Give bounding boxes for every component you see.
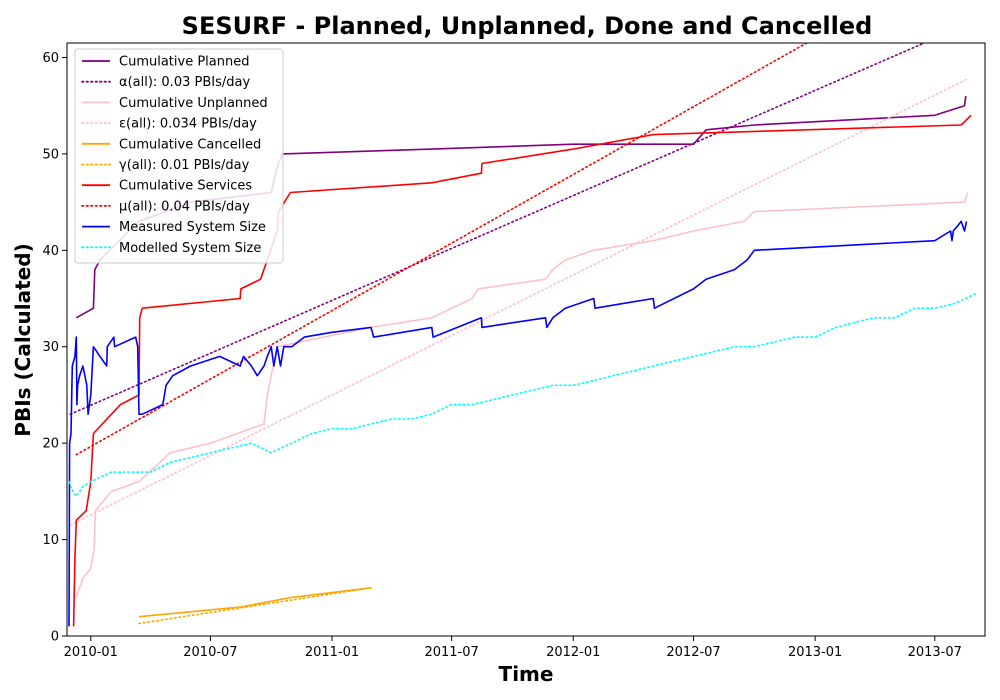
legend-label: Cumulative Services xyxy=(119,179,252,194)
legend-item: Cumulative Unplanned xyxy=(82,96,268,111)
legend-item: Measured System Size xyxy=(82,220,266,235)
legend: Cumulative Planned α(all): 0.03 PBIs/day C… xyxy=(74,48,284,264)
legend-label: Cumulative Unplanned xyxy=(119,96,268,111)
x-axis-label: Time xyxy=(499,662,554,686)
legend-item: Cumulative Services xyxy=(82,179,252,194)
series-line-8 xyxy=(75,43,809,456)
legend-item: α(all): 0.03 PBIs/day xyxy=(81,75,250,90)
legend-label: γ(all): 0.01 PBIs/day xyxy=(119,158,250,173)
legend-label: Cumulative Planned xyxy=(119,55,249,70)
x-axis: 2010-01 2010-07 2011-01 2011-07 2012-01 2012-… xyxy=(64,636,962,660)
x-tick-label: 2011-01 xyxy=(305,645,359,660)
legend-label: Modelled System Size xyxy=(119,241,261,256)
x-tick-label: 2010-01 xyxy=(64,645,118,660)
x-tick-label: 2012-01 xyxy=(546,645,600,660)
y-tick-label: 40 xyxy=(42,244,59,259)
legend-item: μ(all): 0.04 PBIs/day xyxy=(81,199,250,214)
series-line-2 xyxy=(69,43,925,415)
plot-frame xyxy=(66,42,986,637)
legend-item: Cumulative Cancelled xyxy=(82,137,261,152)
legend-item: Modelled System Size xyxy=(81,241,261,256)
x-tick-label: 2013-07 xyxy=(908,645,962,660)
y-axis-label: PBIs (Calculated) xyxy=(11,243,35,436)
y-tick-label: 30 xyxy=(42,340,59,355)
series-line-10 xyxy=(68,292,977,497)
legend-label: Measured System Size xyxy=(119,220,266,235)
series-line-9 xyxy=(68,220,968,627)
x-tick-label: 2011-07 xyxy=(424,645,478,660)
legend-label: Cumulative Cancelled xyxy=(119,137,261,152)
legend-label: ε(all): 0.034 PBIs/day xyxy=(119,117,257,132)
x-tick-label: 2010-07 xyxy=(183,645,237,660)
y-tick-label: 50 xyxy=(42,147,59,162)
legend-item: Cumulative Planned xyxy=(82,55,249,70)
series-layer xyxy=(68,43,977,627)
legend-label: μ(all): 0.04 PBIs/day xyxy=(119,199,250,214)
y-tick-label: 10 xyxy=(42,533,59,548)
series-line-6 xyxy=(138,587,372,625)
series-line-5 xyxy=(138,587,372,618)
x-tick-label: 2012-07 xyxy=(666,645,720,660)
legend-item: ε(all): 0.034 PBIs/day xyxy=(81,117,257,132)
legend-label: α(all): 0.03 PBIs/day xyxy=(119,75,250,90)
legend-item: γ(all): 0.01 PBIs/day xyxy=(81,158,250,173)
y-tick-label: 0 xyxy=(51,630,59,645)
y-tick-label: 60 xyxy=(42,51,59,66)
y-axis: 0 10 20 30 40 50 60 xyxy=(42,51,67,645)
legend-box xyxy=(74,48,284,264)
y-tick-label: 20 xyxy=(42,437,59,452)
series-line-7 xyxy=(72,114,972,627)
chart-title: SESURF - Planned, Unplanned, Done and Ca… xyxy=(182,12,873,40)
x-tick-label: 2013-01 xyxy=(788,645,842,660)
